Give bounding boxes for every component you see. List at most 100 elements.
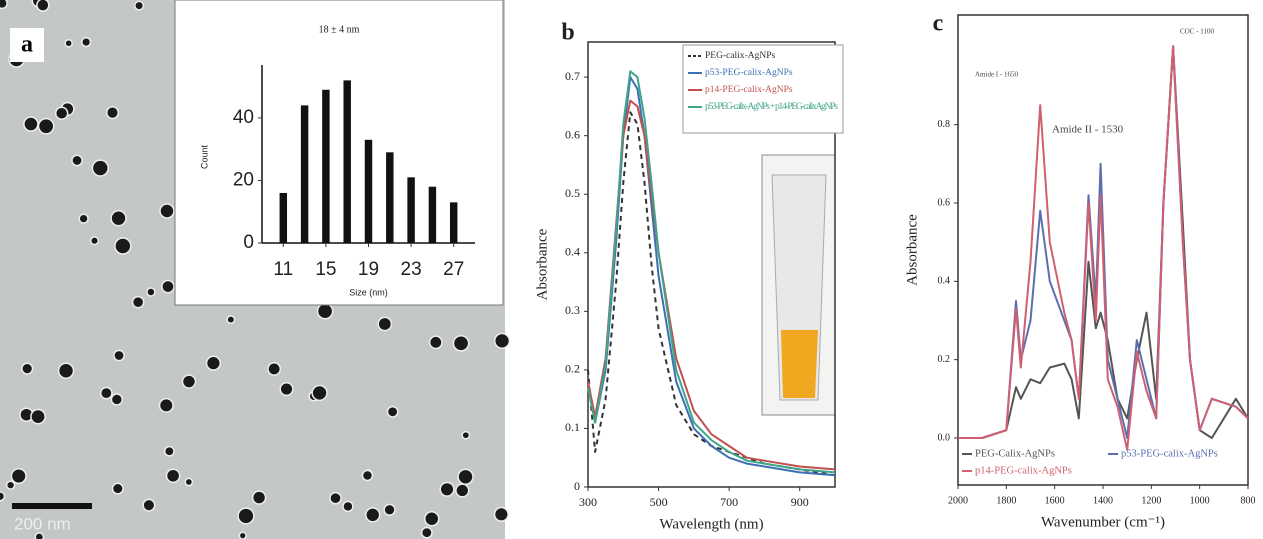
particle	[165, 468, 181, 484]
particle	[238, 531, 247, 539]
y-axis-label: Absorbance	[904, 214, 920, 286]
particle	[54, 106, 69, 121]
y-tick-label: 0.0	[938, 432, 951, 443]
particle	[457, 468, 474, 485]
scale-bar-label: 200 nm	[14, 514, 71, 533]
particle	[110, 210, 127, 227]
y-axis-label: Absorbance	[534, 228, 550, 300]
vial-liquid	[781, 330, 818, 398]
particle	[161, 279, 175, 294]
x-tick-label: 1600	[1045, 495, 1065, 506]
particle	[279, 381, 294, 397]
x-tick-label: 700	[720, 495, 738, 509]
particle	[316, 302, 334, 320]
y-tick-label: 0.2	[565, 362, 580, 376]
particle	[159, 203, 175, 219]
particle	[361, 469, 374, 482]
particle	[158, 397, 174, 413]
particles	[0, 0, 511, 539]
y-tick-label: 0.2	[938, 354, 951, 365]
particle	[493, 506, 509, 522]
annotation: Amide II - 1530	[1052, 124, 1124, 136]
x-tick-label: 11	[273, 259, 293, 280]
x-tick-label: 500	[650, 495, 668, 509]
y-tick-label: 0	[243, 232, 254, 253]
y-tick-label: 0.6	[938, 197, 951, 208]
x-axis-label: Size (nm)	[349, 287, 388, 297]
legend-label: p53-PEG-calix-AgNPs	[1121, 448, 1218, 459]
particle	[383, 503, 396, 516]
x-tick-label: 1800	[996, 495, 1016, 506]
annotation: COC - 1100	[1180, 28, 1214, 36]
y-tick-label: 40	[233, 107, 254, 128]
x-tick-label: 300	[579, 495, 597, 509]
y-tick-label: 0.3	[565, 303, 580, 317]
particle	[23, 116, 39, 132]
y-tick-label: 0.6	[565, 127, 580, 141]
series-line	[958, 45, 1249, 451]
particle	[423, 511, 440, 527]
x-tick-label: 23	[401, 259, 422, 280]
particle	[113, 349, 125, 362]
series-line	[587, 111, 836, 477]
plot-frame	[587, 41, 836, 488]
x-tick-label: 1400	[1093, 495, 1113, 506]
x-tick-label: 27	[443, 259, 464, 280]
chart-title: 18 ± 4 nm	[319, 24, 360, 35]
bar	[343, 80, 351, 243]
particle	[110, 393, 124, 406]
legend-box	[682, 44, 844, 134]
particle	[99, 386, 113, 400]
particle	[184, 477, 194, 487]
panel-label: a	[21, 32, 33, 58]
particle	[64, 38, 73, 48]
particle	[311, 384, 328, 402]
particle	[452, 334, 470, 352]
y-tick-label: 0.7	[565, 69, 580, 83]
particle	[163, 445, 175, 457]
particle	[455, 483, 470, 498]
bar	[386, 152, 394, 243]
particle	[267, 362, 282, 376]
particle	[114, 237, 132, 255]
particle	[81, 36, 92, 48]
particle	[0, 491, 6, 502]
panel-label: c	[933, 11, 944, 37]
x-tick-label: 800	[1241, 495, 1256, 506]
particle	[329, 491, 342, 505]
particle	[142, 498, 156, 512]
x-tick-label: 1200	[1141, 495, 1161, 506]
x-axis-label: Wavenumber (cm⁻¹)	[1041, 514, 1165, 530]
particle	[420, 526, 433, 539]
particle	[36, 0, 50, 12]
particle	[237, 507, 255, 525]
particle	[439, 481, 455, 497]
panel-label-box	[10, 28, 44, 62]
particle	[78, 213, 89, 224]
particle	[493, 332, 511, 349]
y-tick-label: 20	[233, 169, 254, 190]
panel-label: b	[561, 20, 574, 46]
x-tick-label: 2000	[948, 495, 968, 506]
x-tick-label: 19	[358, 259, 379, 280]
particle	[342, 500, 354, 513]
particle	[30, 408, 46, 425]
particle	[111, 482, 124, 495]
legend-label: PEG-calix-AgNPs	[705, 51, 775, 61]
x-tick-label: 15	[315, 259, 336, 280]
particle	[34, 532, 45, 539]
particle	[205, 355, 222, 371]
particle	[0, 0, 8, 10]
particle	[57, 362, 75, 379]
legend-label: p14-PEG-calix-AgNPs	[705, 85, 793, 95]
particle	[251, 490, 267, 505]
bar	[322, 89, 330, 243]
particle	[146, 287, 156, 297]
y-tick-label: 0.4	[938, 276, 951, 287]
legend-label: p14-PEG-calix-AgNPs	[975, 465, 1072, 476]
particle	[134, 0, 145, 11]
particle	[386, 405, 399, 418]
y-tick-label: 0.8	[938, 119, 951, 130]
